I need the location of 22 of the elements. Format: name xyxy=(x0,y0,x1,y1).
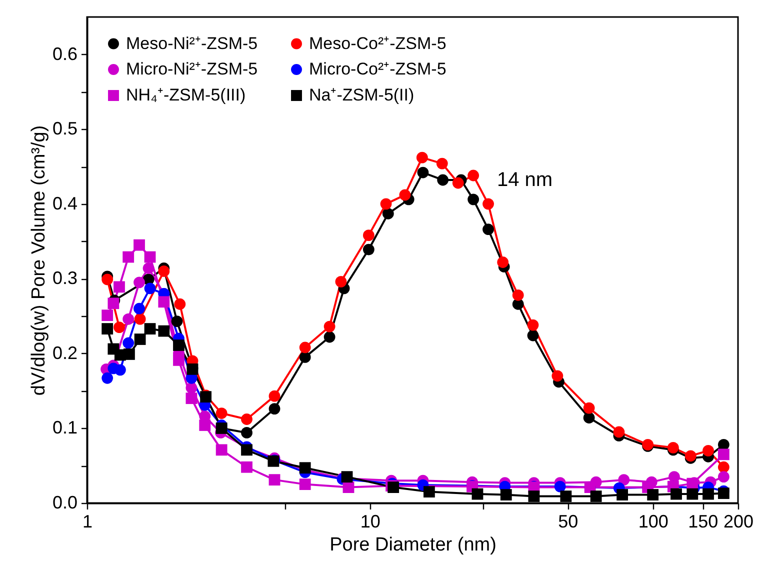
x-axis-title: Pore Diameter (nm) xyxy=(330,534,496,556)
y-axis-title: dV/dlog(w) Pore Volume (cm³/g) xyxy=(28,125,50,396)
x-tick-label: 100 xyxy=(638,512,668,532)
y-tick-label: 0.4 xyxy=(52,193,78,214)
x-tick-label: 200 xyxy=(723,512,754,532)
x-tick-label: 150 xyxy=(688,512,718,532)
legend-label: Meso-Ni²⁺-ZSM-5 xyxy=(126,34,258,53)
legend-label: NH₄⁺-ZSM-5(III) xyxy=(126,86,246,104)
y-tick-label: 0.6 xyxy=(52,44,78,64)
y-tick-label: 0.0 xyxy=(52,492,78,512)
legend-label: Micro-Ni²⁺-ZSM-5 xyxy=(126,60,258,78)
y-tick-label: 0.3 xyxy=(52,268,78,288)
y-tick-label: 0.5 xyxy=(52,118,78,139)
x-tick-label: 1 xyxy=(82,512,93,532)
legend-label: Micro-Co²⁺-ZSM-5 xyxy=(309,60,446,78)
legend-label: Meso-Co²⁺-ZSM-5 xyxy=(309,34,446,53)
y-tick-label: 0.2 xyxy=(52,342,78,363)
annotation: 14 nm xyxy=(497,169,553,191)
y-tick-label: 0.1 xyxy=(52,418,78,438)
x-tick-label: 50 xyxy=(558,512,578,532)
legend-label: Na⁺-ZSM-5(II) xyxy=(309,86,414,104)
x-tick-label: 10 xyxy=(360,512,380,532)
